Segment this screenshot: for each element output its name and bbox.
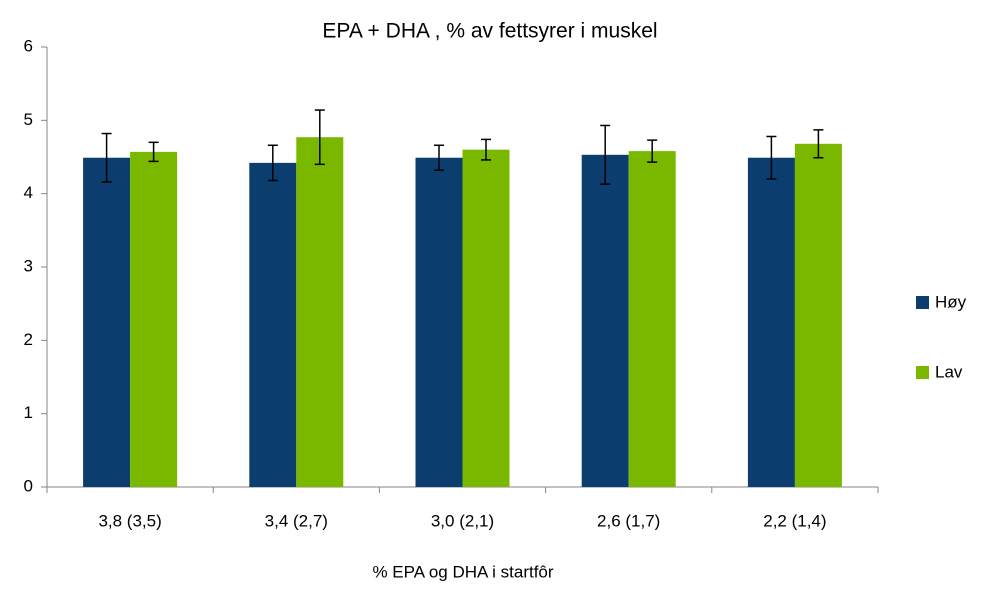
bar [83,157,131,487]
bar [747,157,795,487]
y-tick-label: 5 [24,110,33,129]
error-bar [766,135,777,180]
x-tick-label: 3,0 (2,1) [431,511,494,530]
bar [628,151,676,487]
y-tick-label: 3 [24,256,33,275]
bar [249,162,297,487]
error-bar [101,132,112,183]
bar [794,143,842,488]
error-bar [481,138,491,161]
error-bar [434,144,444,171]
legend-label: Lav [935,362,963,381]
y-tick-label: 6 [24,36,33,55]
bar [296,137,344,487]
chart-title: EPA + DHA , % av fettsyrer i muskel [322,20,657,43]
x-tick-label: 3,4 (2,7) [265,511,328,530]
error-bar [647,139,658,163]
error-bar [267,144,278,182]
y-tick-label: 2 [24,330,33,349]
error-bar [314,109,325,166]
error-bar [813,129,824,159]
x-axis-label: % EPA og DHA i startfôr [372,562,553,581]
bar [462,149,510,487]
x-tick-label: 2,2 (1,4) [763,511,826,530]
error-bar [148,141,159,163]
bar [581,154,629,488]
bar [130,151,178,487]
legend-label: Høy [935,292,967,311]
y-tick-label: 4 [24,183,33,202]
bar [415,157,463,487]
legend-swatch [916,366,929,379]
y-tick-label: 1 [24,403,33,422]
x-tick-label: 3,8 (3,5) [98,511,161,530]
legend-swatch [916,296,929,309]
error-bar [600,124,611,185]
x-tick-label: 2,6 (1,7) [597,511,660,530]
y-tick-label: 0 [24,476,33,495]
